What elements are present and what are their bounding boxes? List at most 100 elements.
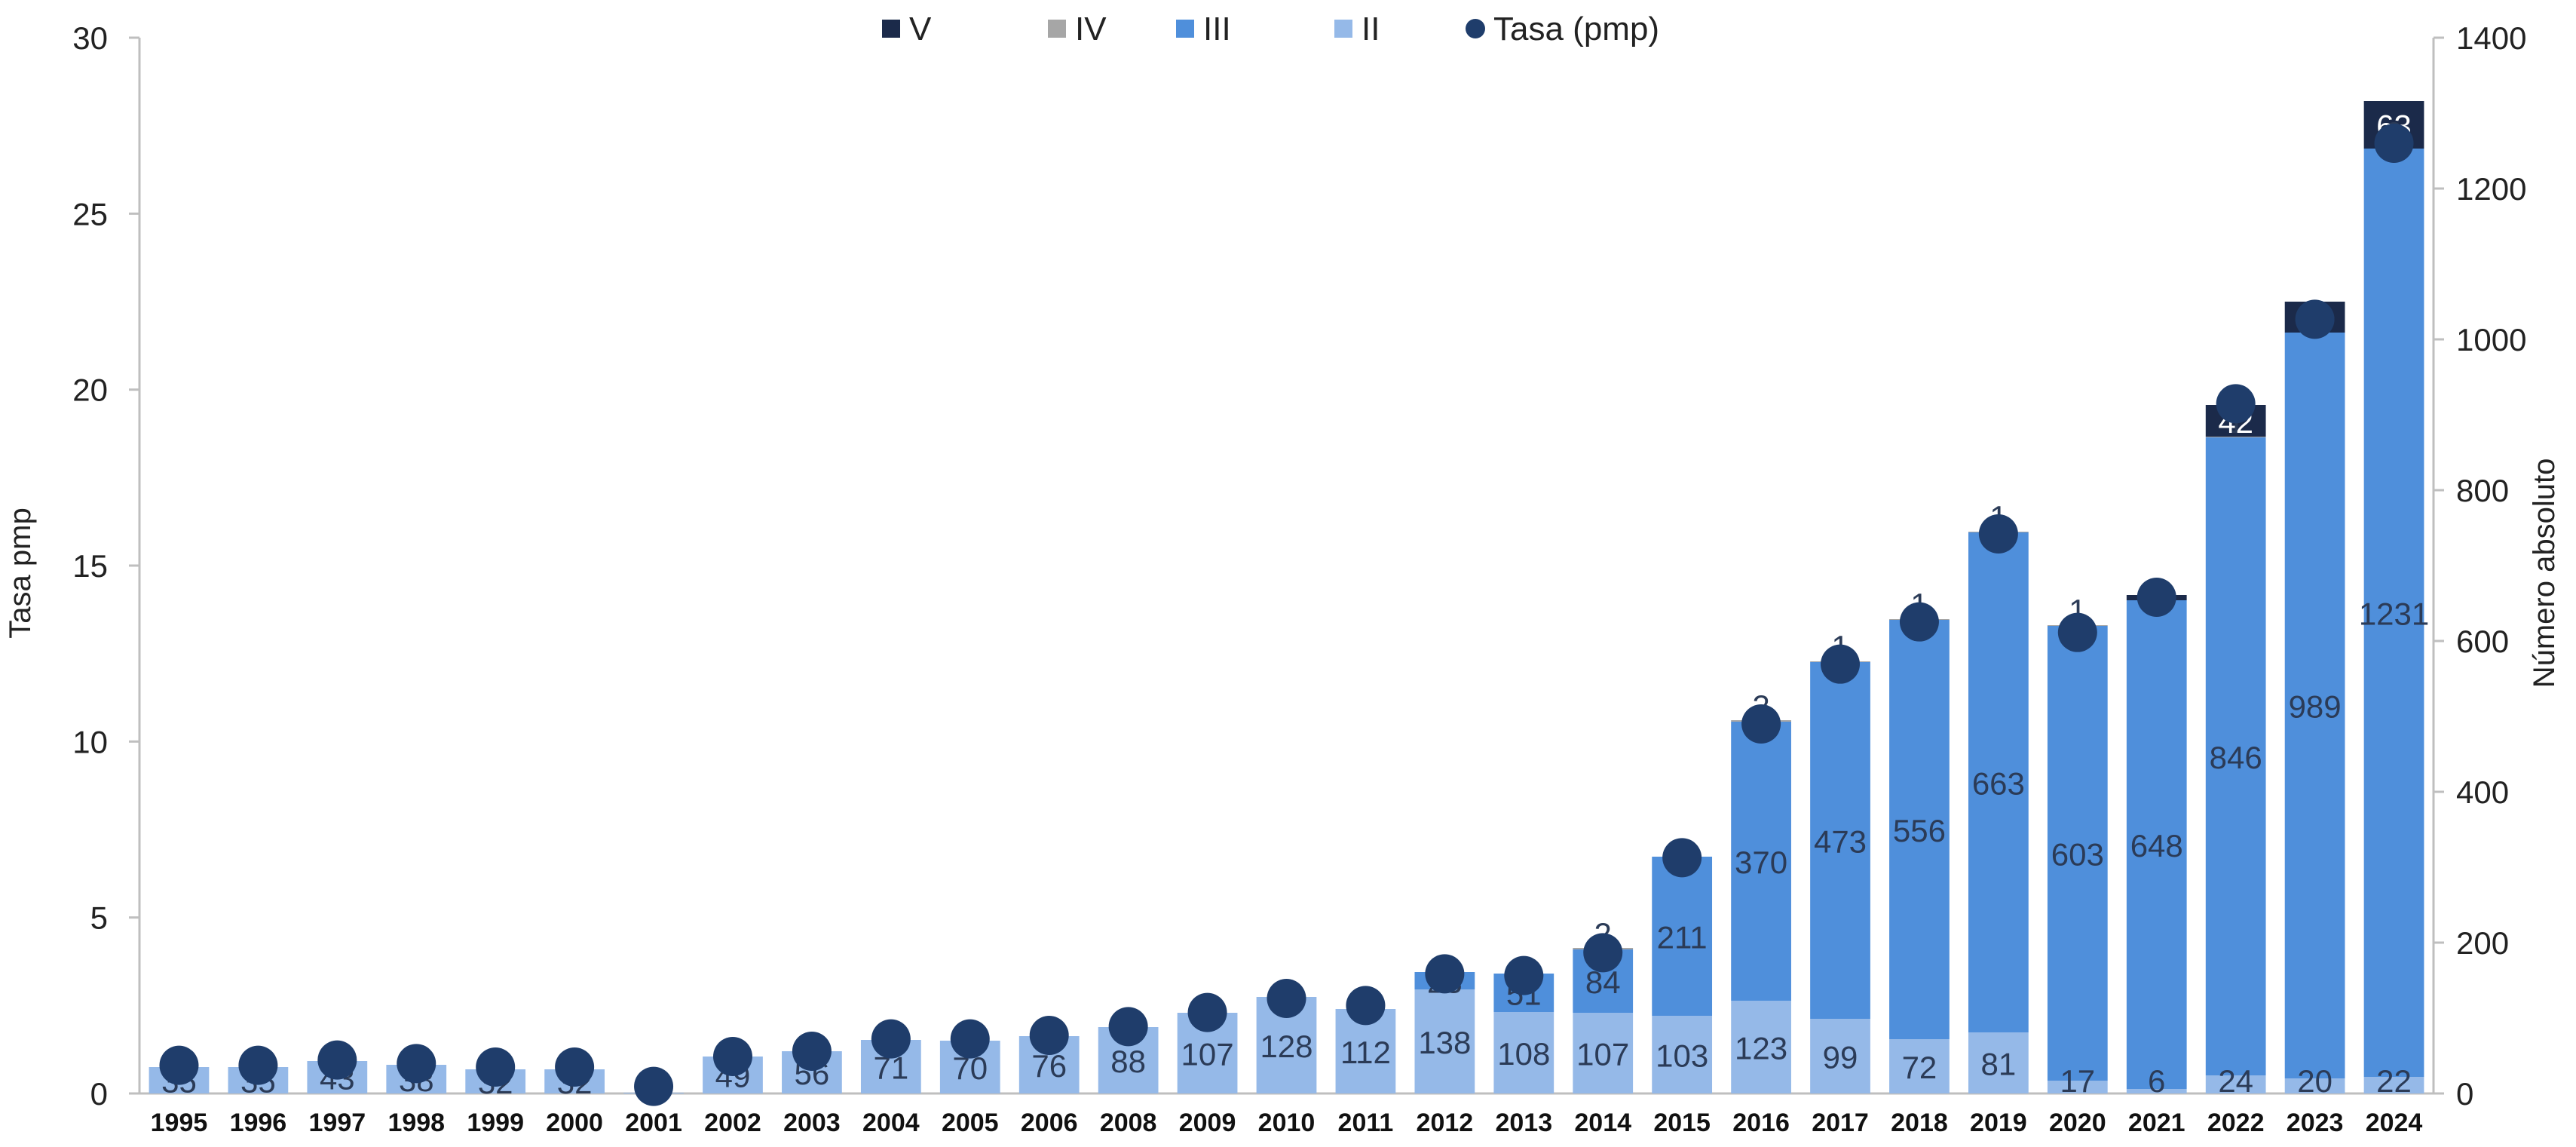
bar-label-ii: 81: [1981, 1047, 2017, 1082]
legend: V IV III II Tasa (pmp): [882, 11, 1659, 48]
bar-iii-2015: [1652, 857, 1713, 1016]
left-tick-label: 10: [72, 724, 108, 759]
x-tick-label: 2019: [1970, 1109, 2027, 1137]
bar-ii-2012: [1414, 989, 1475, 1093]
legend-marker-tasa: [1466, 19, 1485, 38]
x-tick-label: 1998: [387, 1109, 445, 1137]
x-tick-label: 2011: [1338, 1109, 1394, 1137]
rate-dot-2003: [792, 1032, 832, 1071]
rate-dot-2013: [1504, 955, 1544, 995]
left-tick-label: 5: [90, 900, 108, 936]
legend-swatch-ii: [1334, 20, 1352, 38]
bar-iii-2018: [1889, 620, 1950, 1039]
bar-ii-2022: [2205, 1075, 2266, 1093]
bar-ii-2013: [1493, 1012, 1554, 1093]
bar-label-ii: 107: [1576, 1037, 1629, 1072]
x-tick-label: 2022: [2207, 1109, 2265, 1137]
rate-dot-2019: [1978, 514, 2018, 554]
left-axis-title: Tasa pmp: [4, 508, 37, 638]
legend-swatch-iv: [1048, 20, 1066, 38]
bar-label-ii: 88: [1110, 1044, 1146, 1079]
bar-ii-2019: [1968, 1032, 2029, 1093]
rate-dot-2015: [1662, 838, 1702, 878]
x-tick-label: 2015: [1653, 1109, 1711, 1137]
bar-label-ii: 24: [2218, 1063, 2253, 1099]
rate-dot-2000: [555, 1047, 595, 1087]
rate-dot-2021: [2136, 578, 2176, 617]
rate-dot-2022: [2216, 384, 2256, 424]
rate-dot-2005: [950, 1019, 990, 1059]
right-tick-label: 800: [2456, 473, 2509, 508]
left-tick-label: 20: [72, 373, 108, 408]
right-tick-label: 1400: [2456, 20, 2526, 56]
x-tick-label: 1999: [467, 1109, 524, 1137]
rate-dot-1997: [317, 1040, 357, 1080]
bar-iii-2022: [2205, 437, 2266, 1075]
rate-dot-2010: [1267, 979, 1306, 1018]
x-tick-label: 2023: [2287, 1109, 2344, 1137]
x-tick-label: 2009: [1179, 1109, 1236, 1137]
bar-label-ii: 99: [1823, 1040, 1858, 1075]
bar-iii-2020: [2047, 626, 2108, 1081]
bar-ii-2023: [2284, 1078, 2345, 1093]
x-tick-label: 2017: [1812, 1109, 1869, 1137]
legend-swatch-v: [882, 20, 900, 38]
rate-dot-2016: [1741, 704, 1781, 744]
bar-ii-2020: [2047, 1081, 2108, 1093]
bar-label-iii: 1231: [2359, 597, 2429, 632]
right-axis-title: Número absoluto: [2528, 458, 2561, 689]
x-tick-label: 2010: [1258, 1109, 1316, 1137]
bar-label-ii: 138: [1418, 1025, 1471, 1060]
x-tick-label: 1996: [230, 1109, 287, 1137]
left-tick-label: 25: [72, 196, 108, 232]
bar-label-ii: 128: [1260, 1029, 1313, 1064]
bar-iii-2016: [1731, 722, 1791, 1001]
bar-label-ii: 6: [2148, 1063, 2165, 1099]
x-tick-label: 2000: [546, 1109, 603, 1137]
bar-label-ii: 22: [2376, 1063, 2412, 1099]
rate-dot-2012: [1425, 954, 1465, 994]
x-tick-label: 2014: [1574, 1109, 1631, 1137]
bar-ii-2018: [1889, 1039, 1950, 1093]
rate-dot-2024: [2374, 124, 2414, 163]
rate-dot-1999: [476, 1047, 516, 1087]
left-tick-label: 0: [90, 1076, 108, 1112]
bar-label-iii: 603: [2051, 837, 2104, 873]
x-tick-label: 2016: [1732, 1109, 1790, 1137]
right-tick-label: 1200: [2456, 171, 2526, 207]
rate-dot-2004: [871, 1019, 911, 1059]
bar-label-ii: 103: [1656, 1038, 1708, 1074]
right-tick-label: 400: [2456, 774, 2509, 810]
left-tick-label: 15: [72, 548, 108, 584]
right-tick-label: 200: [2456, 925, 2509, 961]
bar-iii-2021: [2126, 600, 2187, 1089]
x-tick-label: 2002: [704, 1109, 761, 1137]
bar-label-iii: 473: [1814, 824, 1867, 860]
rate-dot-2008: [1108, 1007, 1148, 1047]
right-tick-label: 600: [2456, 624, 2509, 659]
rate-dot-2002: [712, 1037, 752, 1076]
bar-label-iii: 370: [1735, 845, 1787, 880]
bar-label-ii: 17: [2060, 1063, 2095, 1099]
bar-iii-2017: [1810, 662, 1870, 1019]
rate-dot-2018: [1899, 602, 1939, 642]
x-tick-label: 2018: [1891, 1109, 1948, 1137]
bar-label-ii: 72: [1902, 1050, 1937, 1085]
legend-label: IV: [1075, 11, 1107, 48]
legend-label: II: [1362, 11, 1380, 48]
rate-dot-2011: [1346, 986, 1386, 1026]
bar-ii-2014: [1573, 1013, 1634, 1093]
bar-label-iii: 663: [1972, 766, 2025, 802]
bar-label-ii: 112: [1340, 1035, 1391, 1070]
x-tick-label: 1995: [151, 1109, 208, 1137]
rate-dot-2020: [2057, 612, 2097, 652]
legend-label: V: [909, 11, 932, 48]
bar-label-iii: 556: [1893, 813, 1946, 848]
bar-iii-2019: [1968, 532, 2029, 1032]
x-tick-labels: 1995 1996 1997 1998 1999 2000 2001 2002 2003 2004…: [151, 1109, 2423, 1137]
x-tick-label: 1997: [309, 1109, 366, 1137]
bar-label-ii: 107: [1181, 1037, 1234, 1072]
x-tick-label: 2005: [942, 1109, 999, 1137]
